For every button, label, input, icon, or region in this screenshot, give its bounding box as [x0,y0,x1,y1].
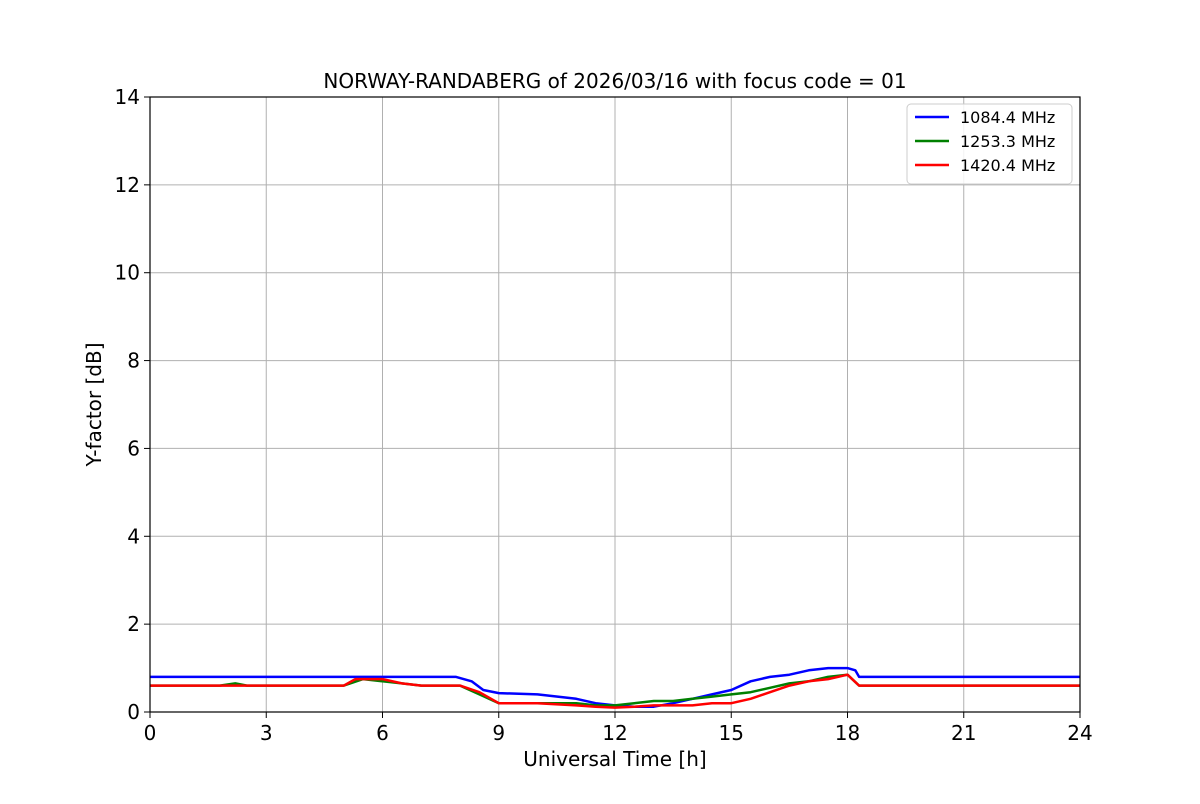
x-tick-label: 24 [1067,721,1092,745]
grid-lines [149,96,1081,713]
y-tick-label: 14 [115,85,140,109]
legend-label-2: 1253.3 MHz [960,132,1055,151]
y-tick-label: 6 [127,436,140,460]
legend-label-3: 1420.4 MHz [960,156,1055,175]
x-tick-label: 21 [951,721,976,745]
y-tick-label: 2 [127,612,140,636]
y-tick-label: 10 [115,261,140,285]
x-tick-label: 3 [260,721,273,745]
y-axis-label: Y-factor [dB] [82,342,106,467]
x-tick-label: 6 [376,721,389,745]
x-axis-ticks: 0 3 6 9 12 15 18 21 24 [144,712,1093,745]
series-line-3 [150,673,1080,709]
x-tick-label: 12 [602,721,627,745]
legend-label-1: 1084.4 MHz [960,108,1055,127]
x-tick-label: 9 [492,721,505,745]
chart-title: NORWAY-RANDABERG of 2026/03/16 with focu… [323,69,906,93]
legend: 1084.4 MHz 1253.3 MHz 1420.4 MHz [906,103,1073,185]
x-axis-label: Universal Time [h] [523,747,706,771]
y-axis-ticks: 0 2 4 6 8 10 12 14 [115,85,150,724]
y-tick-label: 12 [115,173,140,197]
x-tick-label: 0 [144,721,157,745]
y-tick-label: 8 [127,349,140,373]
series-lines [150,666,1080,709]
x-tick-label: 15 [719,721,744,745]
y-tick-label: 4 [127,524,140,548]
y-tick-label: 0 [127,700,140,724]
x-tick-label: 18 [835,721,860,745]
